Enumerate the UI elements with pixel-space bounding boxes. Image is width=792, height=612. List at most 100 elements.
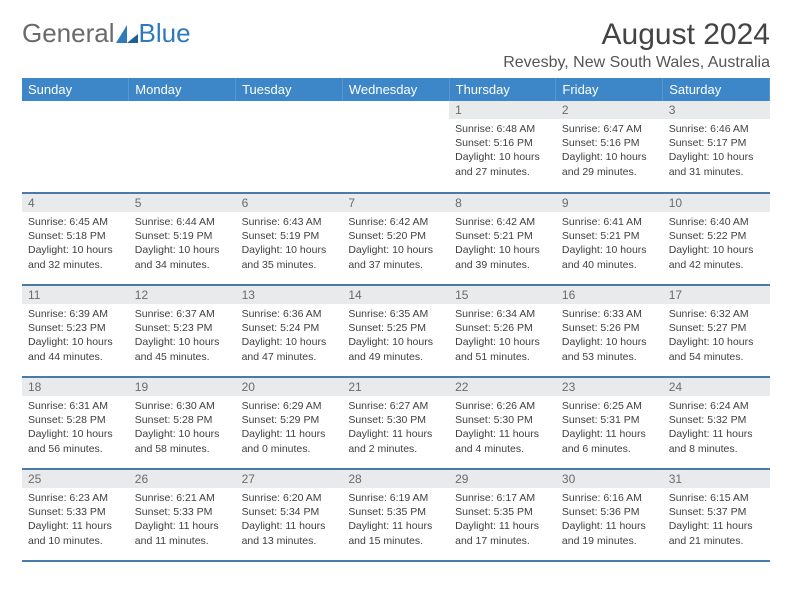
calendar-cell: 15Sunrise: 6:34 AMSunset: 5:26 PMDayligh… — [449, 285, 556, 377]
day-info: Sunrise: 6:36 AMSunset: 5:24 PMDaylight:… — [236, 304, 343, 368]
day-number: 18 — [22, 378, 129, 396]
header: General Blue August 2024 Revesby, New So… — [22, 18, 770, 72]
weekday-header: Saturday — [663, 78, 770, 101]
location-text: Revesby, New South Wales, Australia — [503, 54, 770, 72]
day-number: 31 — [663, 470, 770, 488]
logo-text-right: Blue — [139, 18, 191, 49]
day-info: Sunrise: 6:27 AMSunset: 5:30 PMDaylight:… — [342, 396, 449, 460]
day-info: Sunrise: 6:26 AMSunset: 5:30 PMDaylight:… — [449, 396, 556, 460]
day-number: 5 — [129, 194, 236, 212]
day-number: 19 — [129, 378, 236, 396]
day-number: 7 — [342, 194, 449, 212]
day-number: 11 — [22, 286, 129, 304]
day-info: Sunrise: 6:42 AMSunset: 5:20 PMDaylight:… — [342, 212, 449, 276]
weekday-header: Wednesday — [342, 78, 449, 101]
day-info: Sunrise: 6:33 AMSunset: 5:26 PMDaylight:… — [556, 304, 663, 368]
day-info: Sunrise: 6:25 AMSunset: 5:31 PMDaylight:… — [556, 396, 663, 460]
day-info: Sunrise: 6:30 AMSunset: 5:28 PMDaylight:… — [129, 396, 236, 460]
weekday-header: Sunday — [22, 78, 129, 101]
calendar-row: 4Sunrise: 6:45 AMSunset: 5:18 PMDaylight… — [22, 193, 770, 285]
calendar-cell: 1Sunrise: 6:48 AMSunset: 5:16 PMDaylight… — [449, 101, 556, 193]
day-number: 22 — [449, 378, 556, 396]
day-info: Sunrise: 6:15 AMSunset: 5:37 PMDaylight:… — [663, 488, 770, 552]
calendar-cell: 8Sunrise: 6:42 AMSunset: 5:21 PMDaylight… — [449, 193, 556, 285]
day-info: Sunrise: 6:44 AMSunset: 5:19 PMDaylight:… — [129, 212, 236, 276]
day-info: Sunrise: 6:24 AMSunset: 5:32 PMDaylight:… — [663, 396, 770, 460]
day-info: Sunrise: 6:21 AMSunset: 5:33 PMDaylight:… — [129, 488, 236, 552]
calendar-cell: 26Sunrise: 6:21 AMSunset: 5:33 PMDayligh… — [129, 469, 236, 561]
calendar-cell: 18Sunrise: 6:31 AMSunset: 5:28 PMDayligh… — [22, 377, 129, 469]
calendar-cell — [342, 101, 449, 193]
calendar-cell: 5Sunrise: 6:44 AMSunset: 5:19 PMDaylight… — [129, 193, 236, 285]
day-number: 14 — [342, 286, 449, 304]
day-info: Sunrise: 6:40 AMSunset: 5:22 PMDaylight:… — [663, 212, 770, 276]
calendar-row: 25Sunrise: 6:23 AMSunset: 5:33 PMDayligh… — [22, 469, 770, 561]
calendar-cell: 16Sunrise: 6:33 AMSunset: 5:26 PMDayligh… — [556, 285, 663, 377]
day-number: 25 — [22, 470, 129, 488]
brand-logo: General Blue — [22, 18, 191, 49]
calendar-row: 18Sunrise: 6:31 AMSunset: 5:28 PMDayligh… — [22, 377, 770, 469]
calendar-row: 11Sunrise: 6:39 AMSunset: 5:23 PMDayligh… — [22, 285, 770, 377]
day-number: 3 — [663, 101, 770, 119]
calendar-cell: 28Sunrise: 6:19 AMSunset: 5:35 PMDayligh… — [342, 469, 449, 561]
triangle-icon — [116, 25, 138, 43]
day-number: 2 — [556, 101, 663, 119]
day-info: Sunrise: 6:47 AMSunset: 5:16 PMDaylight:… — [556, 119, 663, 183]
day-info: Sunrise: 6:20 AMSunset: 5:34 PMDaylight:… — [236, 488, 343, 552]
day-number: 26 — [129, 470, 236, 488]
day-info: Sunrise: 6:31 AMSunset: 5:28 PMDaylight:… — [22, 396, 129, 460]
calendar-body: 1Sunrise: 6:48 AMSunset: 5:16 PMDaylight… — [22, 101, 770, 561]
calendar-cell: 2Sunrise: 6:47 AMSunset: 5:16 PMDaylight… — [556, 101, 663, 193]
calendar-cell: 23Sunrise: 6:25 AMSunset: 5:31 PMDayligh… — [556, 377, 663, 469]
day-info: Sunrise: 6:29 AMSunset: 5:29 PMDaylight:… — [236, 396, 343, 460]
calendar-cell: 25Sunrise: 6:23 AMSunset: 5:33 PMDayligh… — [22, 469, 129, 561]
day-info: Sunrise: 6:32 AMSunset: 5:27 PMDaylight:… — [663, 304, 770, 368]
day-number: 10 — [663, 194, 770, 212]
day-number: 20 — [236, 378, 343, 396]
day-number: 21 — [342, 378, 449, 396]
day-info: Sunrise: 6:48 AMSunset: 5:16 PMDaylight:… — [449, 119, 556, 183]
day-number: 27 — [236, 470, 343, 488]
calendar-row: 1Sunrise: 6:48 AMSunset: 5:16 PMDaylight… — [22, 101, 770, 193]
day-info: Sunrise: 6:16 AMSunset: 5:36 PMDaylight:… — [556, 488, 663, 552]
calendar-cell: 11Sunrise: 6:39 AMSunset: 5:23 PMDayligh… — [22, 285, 129, 377]
calendar-cell: 4Sunrise: 6:45 AMSunset: 5:18 PMDaylight… — [22, 193, 129, 285]
calendar-cell: 12Sunrise: 6:37 AMSunset: 5:23 PMDayligh… — [129, 285, 236, 377]
calendar-cell: 22Sunrise: 6:26 AMSunset: 5:30 PMDayligh… — [449, 377, 556, 469]
day-number: 1 — [449, 101, 556, 119]
day-info: Sunrise: 6:17 AMSunset: 5:35 PMDaylight:… — [449, 488, 556, 552]
calendar-head: SundayMondayTuesdayWednesdayThursdayFrid… — [22, 78, 770, 101]
weekday-header: Monday — [129, 78, 236, 101]
calendar-cell: 13Sunrise: 6:36 AMSunset: 5:24 PMDayligh… — [236, 285, 343, 377]
day-number: 15 — [449, 286, 556, 304]
day-info: Sunrise: 6:46 AMSunset: 5:17 PMDaylight:… — [663, 119, 770, 183]
day-info: Sunrise: 6:19 AMSunset: 5:35 PMDaylight:… — [342, 488, 449, 552]
calendar-cell: 9Sunrise: 6:41 AMSunset: 5:21 PMDaylight… — [556, 193, 663, 285]
day-number: 17 — [663, 286, 770, 304]
day-info: Sunrise: 6:41 AMSunset: 5:21 PMDaylight:… — [556, 212, 663, 276]
calendar-cell: 30Sunrise: 6:16 AMSunset: 5:36 PMDayligh… — [556, 469, 663, 561]
calendar-cell: 24Sunrise: 6:24 AMSunset: 5:32 PMDayligh… — [663, 377, 770, 469]
weekday-row: SundayMondayTuesdayWednesdayThursdayFrid… — [22, 78, 770, 101]
day-number: 23 — [556, 378, 663, 396]
day-number: 16 — [556, 286, 663, 304]
month-title: August 2024 — [503, 18, 770, 52]
calendar-cell: 20Sunrise: 6:29 AMSunset: 5:29 PMDayligh… — [236, 377, 343, 469]
day-info: Sunrise: 6:45 AMSunset: 5:18 PMDaylight:… — [22, 212, 129, 276]
calendar-cell: 21Sunrise: 6:27 AMSunset: 5:30 PMDayligh… — [342, 377, 449, 469]
page: General Blue August 2024 Revesby, New So… — [0, 0, 792, 562]
calendar-table: SundayMondayTuesdayWednesdayThursdayFrid… — [22, 78, 770, 562]
calendar-cell: 27Sunrise: 6:20 AMSunset: 5:34 PMDayligh… — [236, 469, 343, 561]
day-info: Sunrise: 6:35 AMSunset: 5:25 PMDaylight:… — [342, 304, 449, 368]
calendar-cell — [236, 101, 343, 193]
day-number: 8 — [449, 194, 556, 212]
calendar-cell: 19Sunrise: 6:30 AMSunset: 5:28 PMDayligh… — [129, 377, 236, 469]
calendar-cell — [22, 101, 129, 193]
calendar-cell: 17Sunrise: 6:32 AMSunset: 5:27 PMDayligh… — [663, 285, 770, 377]
calendar-cell: 6Sunrise: 6:43 AMSunset: 5:19 PMDaylight… — [236, 193, 343, 285]
calendar-cell: 29Sunrise: 6:17 AMSunset: 5:35 PMDayligh… — [449, 469, 556, 561]
day-number: 29 — [449, 470, 556, 488]
day-info: Sunrise: 6:37 AMSunset: 5:23 PMDaylight:… — [129, 304, 236, 368]
day-number: 28 — [342, 470, 449, 488]
day-info: Sunrise: 6:43 AMSunset: 5:19 PMDaylight:… — [236, 212, 343, 276]
